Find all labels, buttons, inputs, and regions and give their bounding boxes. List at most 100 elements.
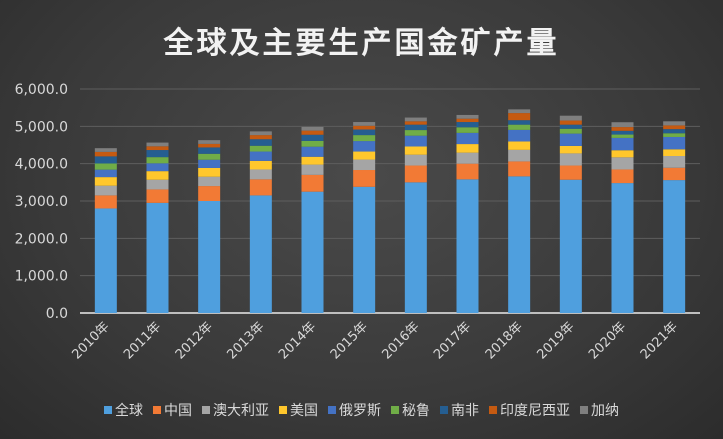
bar-segment xyxy=(456,118,479,123)
bar-segment xyxy=(353,129,376,136)
bar-segment xyxy=(198,167,221,177)
legend-label: 中国 xyxy=(164,403,192,419)
bar-segment xyxy=(663,121,686,126)
x-tick-label: 2018年 xyxy=(483,319,526,362)
legend-swatch xyxy=(104,406,112,414)
bar-segment xyxy=(404,154,427,166)
legend-label: 南非 xyxy=(451,403,479,419)
bar-segment xyxy=(611,169,634,184)
bar-segment xyxy=(663,149,686,157)
legend-item: 澳大利亚 xyxy=(202,400,269,420)
bar-segment xyxy=(301,130,324,135)
x-tick-label: 2011年 xyxy=(121,319,164,362)
bar-segment xyxy=(508,113,531,121)
bar-segment xyxy=(611,137,634,151)
legend-item: 美国 xyxy=(279,400,318,420)
legend-item: 全球 xyxy=(104,400,143,420)
bar-segment xyxy=(94,185,117,196)
chart-title: 全球及主要生产国金矿产量 xyxy=(163,26,560,61)
legend-label: 秘鲁 xyxy=(402,403,430,419)
bar-segment xyxy=(611,150,634,158)
legend-label: 美国 xyxy=(290,403,318,419)
legend: 全球 中国 澳大利亚 美国 俄罗斯 秘鲁 南非 印度尼西亚 加纳 xyxy=(0,400,723,420)
bar-segment xyxy=(559,120,582,125)
bar-segment xyxy=(611,122,634,128)
bar-segment xyxy=(249,131,272,136)
legend-item: 中国 xyxy=(153,400,192,420)
bar-segment xyxy=(353,135,376,142)
bar-segment xyxy=(94,151,117,157)
bar-segment xyxy=(94,177,117,186)
bar-segment xyxy=(559,179,582,313)
x-tick-label: 2014年 xyxy=(276,319,319,362)
bar-segment xyxy=(663,136,686,150)
bar-segment xyxy=(456,144,479,153)
bar-segment xyxy=(249,160,272,170)
bar-segment xyxy=(456,179,479,313)
y-tick-label: 1,000.0 xyxy=(15,269,68,285)
legend-item: 印度尼西亚 xyxy=(489,400,570,420)
bar-segment xyxy=(404,130,427,136)
bar-segment xyxy=(198,176,221,187)
bar-segment xyxy=(249,151,272,161)
bar-segment xyxy=(198,143,221,148)
bar-segment xyxy=(456,122,479,128)
legend-label: 印度尼西亚 xyxy=(500,403,570,419)
bar-segment xyxy=(611,127,634,131)
bar-segment xyxy=(146,171,169,180)
y-tick-label: 2,000.0 xyxy=(15,231,68,247)
bar-segment xyxy=(456,114,479,119)
legend-item: 加纳 xyxy=(580,400,619,420)
bar-segment xyxy=(94,148,117,152)
legend-label: 加纳 xyxy=(591,403,619,419)
x-tick-label: 2019年 xyxy=(534,319,577,362)
bar-segment xyxy=(94,169,117,178)
bar-segment xyxy=(94,156,117,164)
bar-segment xyxy=(508,129,531,142)
bar-segment xyxy=(456,163,479,180)
bar-segment xyxy=(249,135,272,140)
legend-label: 俄罗斯 xyxy=(339,403,381,419)
bar-segment xyxy=(146,142,169,147)
bar-segment xyxy=(146,189,169,203)
x-tick-label: 2015年 xyxy=(328,319,371,362)
legend-swatch xyxy=(580,406,588,414)
bar-segment xyxy=(611,130,634,135)
bar-segment xyxy=(404,135,427,147)
bar-segment xyxy=(559,124,582,129)
legend-swatch xyxy=(440,406,448,414)
bar-segment xyxy=(663,167,686,181)
bar-segment xyxy=(249,179,272,196)
bar-segment xyxy=(508,141,531,150)
bar-segment xyxy=(663,129,686,134)
bar-segment xyxy=(94,163,117,170)
bar-segment xyxy=(301,140,324,147)
bar-segment xyxy=(198,140,221,144)
bar-segment xyxy=(301,174,324,192)
bar-segment xyxy=(508,161,531,177)
bar-segment xyxy=(456,132,479,145)
y-tick-label: 6,000.0 xyxy=(15,82,68,98)
bar-segment xyxy=(663,133,686,137)
bar-segment xyxy=(353,151,376,160)
bar-segment xyxy=(146,202,169,313)
bar-segment xyxy=(94,195,117,209)
bar-segment xyxy=(611,134,634,138)
legend-swatch xyxy=(153,406,161,414)
y-tick-label: 4,000.0 xyxy=(15,157,68,173)
bar-segment xyxy=(508,109,531,114)
legend-swatch xyxy=(489,406,497,414)
legend-label: 澳大利亚 xyxy=(213,403,269,419)
bar-segment xyxy=(198,153,221,160)
y-tick-label: 5,000.0 xyxy=(15,119,68,135)
bar-segment xyxy=(663,125,686,130)
bar-segment xyxy=(146,157,169,164)
bar-segment xyxy=(301,126,324,131)
bar-segment xyxy=(611,157,634,170)
bar-segment xyxy=(198,147,221,154)
bar-segment xyxy=(301,156,324,165)
bar-segment xyxy=(404,121,427,125)
bar-segment xyxy=(353,122,376,126)
